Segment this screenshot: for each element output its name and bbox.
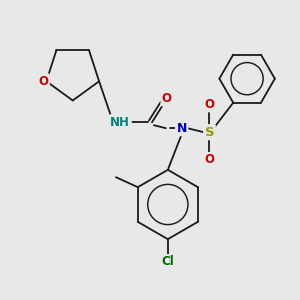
Text: NH: NH (110, 116, 130, 129)
Text: Cl: Cl (161, 256, 174, 268)
Text: O: O (162, 92, 172, 105)
Text: O: O (38, 75, 48, 88)
Text: N: N (176, 122, 187, 135)
Text: O: O (204, 153, 214, 167)
Text: S: S (205, 126, 214, 139)
Text: O: O (204, 98, 214, 111)
